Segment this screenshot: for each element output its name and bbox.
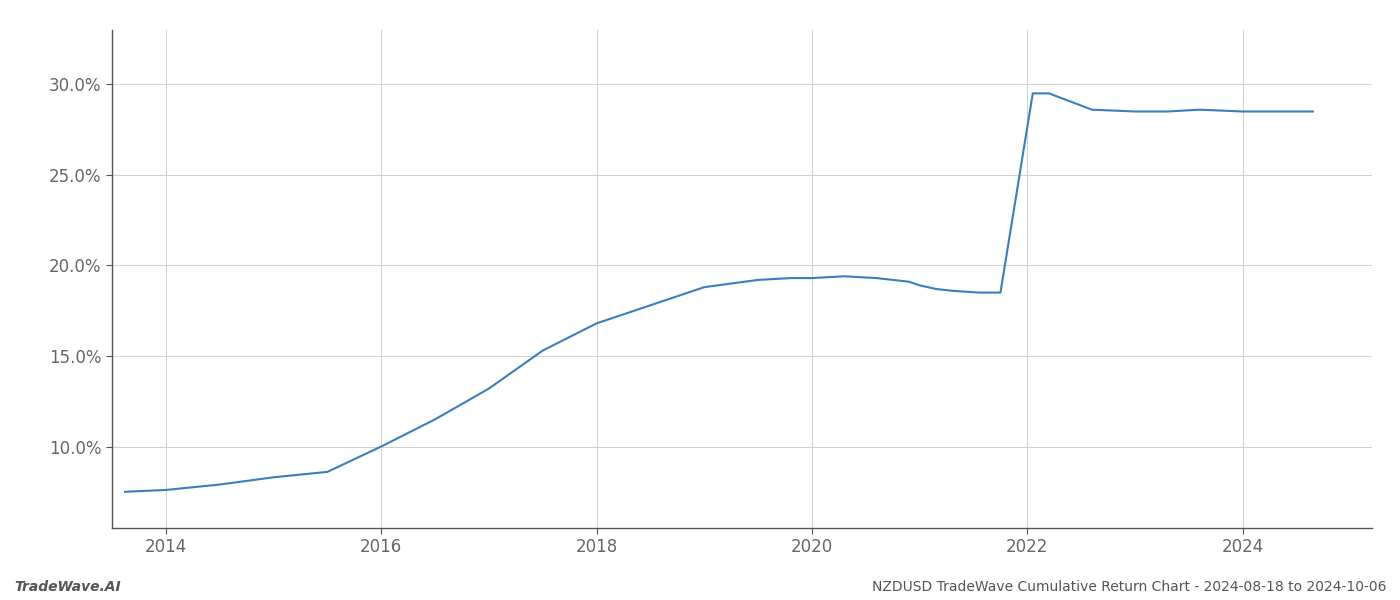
Text: TradeWave.AI: TradeWave.AI bbox=[14, 580, 120, 594]
Text: NZDUSD TradeWave Cumulative Return Chart - 2024-08-18 to 2024-10-06: NZDUSD TradeWave Cumulative Return Chart… bbox=[871, 580, 1386, 594]
